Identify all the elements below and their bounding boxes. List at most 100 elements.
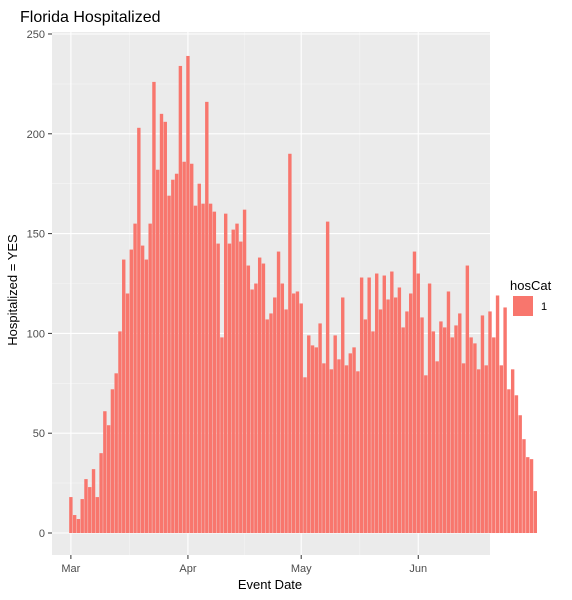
bar	[242, 209, 247, 533]
legend-title: hosCat	[510, 278, 552, 293]
bar	[80, 499, 84, 533]
bar	[227, 243, 232, 533]
bar	[99, 453, 103, 533]
y-tick-label: 200	[27, 129, 45, 141]
bar	[114, 373, 118, 533]
bar	[235, 223, 239, 533]
bar	[133, 223, 137, 533]
bar	[95, 497, 100, 533]
bar	[344, 365, 349, 533]
bar	[231, 229, 235, 534]
y-tick-label: 0	[39, 528, 45, 540]
bar	[182, 161, 186, 534]
bar	[201, 203, 205, 533]
bar	[352, 347, 356, 533]
bar	[492, 337, 496, 533]
bar	[246, 265, 251, 533]
bar	[280, 283, 285, 533]
bar	[318, 323, 322, 533]
bar	[106, 425, 111, 533]
bar	[454, 325, 458, 533]
bar	[250, 289, 254, 533]
bar	[378, 309, 383, 533]
bar	[76, 519, 81, 533]
bar	[223, 213, 228, 533]
bar	[273, 297, 277, 533]
bar	[495, 295, 500, 533]
bar	[144, 259, 149, 533]
bar	[435, 361, 439, 533]
bar	[514, 395, 519, 533]
bar	[269, 313, 273, 533]
bar	[299, 303, 303, 533]
bar	[174, 173, 179, 533]
bar	[390, 271, 394, 533]
bar	[461, 363, 466, 533]
chart-title: Florida Hospitalized	[20, 9, 161, 26]
bar	[295, 291, 300, 533]
x-tick-label: Jun	[409, 563, 427, 575]
bars	[69, 55, 538, 534]
bar	[197, 183, 201, 533]
y-axis-title: Hospitalized = YES	[5, 234, 20, 346]
bar	[261, 263, 266, 533]
bar	[412, 251, 417, 533]
bar	[484, 365, 488, 533]
bar	[288, 153, 292, 533]
bar	[310, 345, 315, 533]
y-tick-label: 250	[27, 29, 45, 41]
legend-label: 1	[541, 301, 547, 313]
bar	[88, 487, 92, 533]
bar	[212, 211, 217, 533]
bar	[178, 65, 183, 533]
bar	[526, 457, 530, 533]
bar	[91, 469, 96, 533]
bar	[291, 293, 296, 533]
y-tick-label: 150	[27, 229, 45, 241]
bar	[533, 491, 538, 533]
bar	[208, 203, 213, 533]
bar	[167, 195, 171, 533]
bar	[446, 291, 451, 533]
legend: hosCat 1	[510, 278, 552, 316]
bar	[103, 411, 107, 533]
bar	[424, 375, 428, 533]
bar	[152, 81, 156, 534]
bar	[137, 127, 141, 533]
bar	[122, 259, 126, 533]
bar	[163, 121, 167, 533]
bar	[439, 321, 443, 533]
bar	[265, 319, 269, 533]
bar	[125, 293, 130, 533]
x-axis: Mar Apr May Jun	[61, 555, 427, 575]
y-tick-label: 100	[27, 328, 45, 340]
bar	[129, 249, 133, 533]
bar	[401, 327, 405, 533]
bar	[386, 299, 390, 533]
bar	[416, 273, 420, 533]
y-tick-label: 50	[33, 428, 45, 440]
bar	[329, 369, 334, 533]
x-tick-label: May	[291, 563, 312, 575]
bar	[371, 331, 375, 533]
bar	[356, 371, 360, 533]
bar	[220, 337, 224, 533]
bar	[186, 55, 190, 534]
bar	[333, 335, 337, 533]
bar	[507, 389, 511, 533]
bar	[69, 497, 73, 533]
x-tick-label: Apr	[179, 563, 196, 575]
legend-swatch	[513, 296, 533, 316]
bar	[393, 297, 398, 533]
bar	[303, 377, 307, 533]
bar	[510, 369, 515, 533]
bar	[359, 277, 364, 533]
bar	[450, 337, 454, 533]
x-axis-title: Event Date	[238, 577, 302, 592]
bar	[72, 515, 77, 533]
bar	[337, 359, 341, 533]
bar	[522, 439, 526, 533]
bar	[442, 327, 447, 533]
y-axis: 0 50 100 150 200 250	[27, 29, 52, 540]
